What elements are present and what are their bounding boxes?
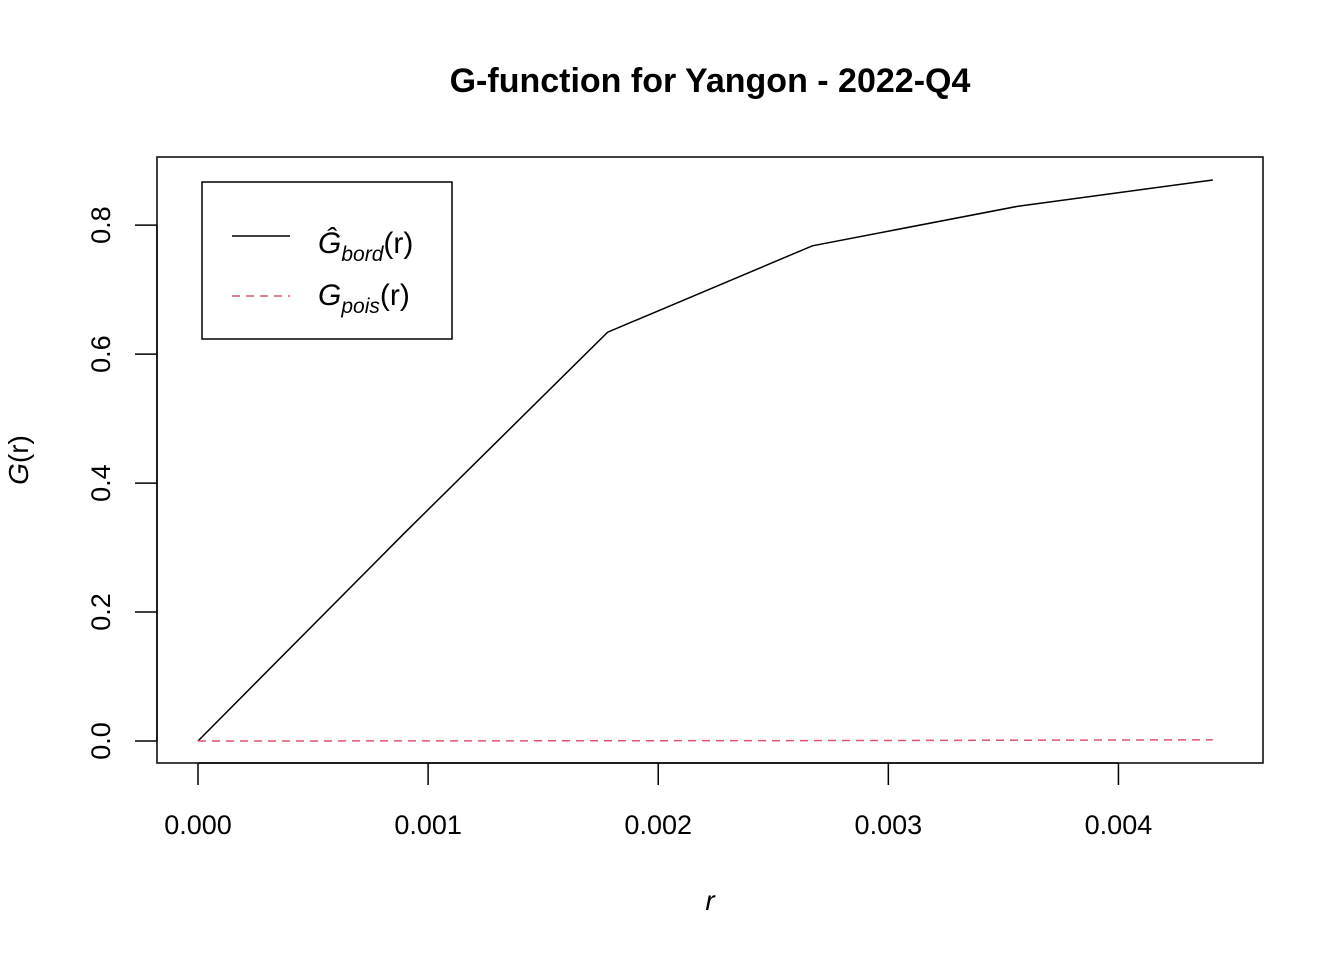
y-axis-label: G(r) xyxy=(3,435,34,485)
legend-g-bord-arg: (r) xyxy=(383,227,413,260)
legend-g-pois-main: G xyxy=(318,279,341,312)
x-axis-label: r xyxy=(705,885,716,916)
legend-box xyxy=(201,181,453,340)
series-layer xyxy=(197,179,1213,742)
y-axis-label-arg: (r) xyxy=(3,435,34,463)
legend-g-bord-sub: bord xyxy=(341,243,384,266)
y-tick-label: 0.4 xyxy=(86,464,116,502)
x-tick-label: 0.002 xyxy=(624,810,692,840)
legend-g-pois-arg: (r) xyxy=(380,279,410,312)
y-tick-label: 0.6 xyxy=(86,335,116,373)
series-line-bord xyxy=(197,179,1213,742)
series-line-pois xyxy=(197,739,1213,742)
x-axis: 0.000 0.001 0.002 0.003 0.004 xyxy=(164,762,1153,840)
y-tick-label: 0.2 xyxy=(86,593,116,631)
x-tick-label: 0.000 xyxy=(164,810,232,840)
y-axis-label-main: G xyxy=(3,463,34,485)
x-tick-label: 0.003 xyxy=(855,810,923,840)
chart-title: G-function for Yangon - 2022-Q4 xyxy=(450,62,971,100)
x-tick-label: 0.001 xyxy=(394,810,462,840)
legend-entry-g-pois: Gpois(r) xyxy=(318,279,410,318)
y-tick-label: 0.0 xyxy=(86,722,116,760)
legend-entry-g-bord: Ĝbord(r) xyxy=(318,226,413,266)
legend-g-pois-sub: pois xyxy=(340,295,380,318)
x-tick-label: 0.004 xyxy=(1085,810,1153,840)
y-tick-label: 0.8 xyxy=(86,206,116,244)
legend: Ĝbord(r) Gpois(r) xyxy=(201,181,453,340)
y-axis: 0.0 0.2 0.4 0.6 0.8 xyxy=(86,206,158,760)
legend-g-bord-main: Ĝ xyxy=(318,226,341,260)
